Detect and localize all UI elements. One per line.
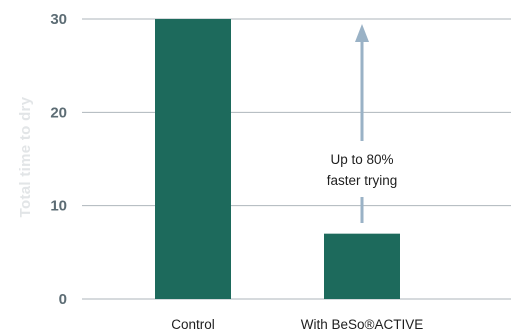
arrow-up-icon <box>355 24 369 42</box>
annotation-line-2: faster trying <box>327 173 398 188</box>
y-tick-10: 10 <box>50 198 67 215</box>
y-axis-label: Total time to dry <box>17 96 34 217</box>
x-category-0: Control <box>171 317 215 332</box>
annotation-line-1: Up to 80% <box>330 152 393 167</box>
bar-1 <box>324 233 400 299</box>
y-tick-labels: 0 10 20 30 <box>50 11 67 308</box>
grid-lines <box>82 18 511 300</box>
x-category-1: With BeSo®ACTIVE <box>301 317 423 332</box>
bar-0 <box>155 19 231 299</box>
x-category-labels: Control With BeSo®ACTIVE <box>171 317 423 332</box>
y-tick-20: 20 <box>50 104 67 121</box>
improvement-annotation: Up to 80% faster trying <box>327 24 398 223</box>
bars <box>155 19 400 299</box>
y-tick-30: 30 <box>50 11 67 28</box>
y-tick-0: 0 <box>59 291 67 308</box>
